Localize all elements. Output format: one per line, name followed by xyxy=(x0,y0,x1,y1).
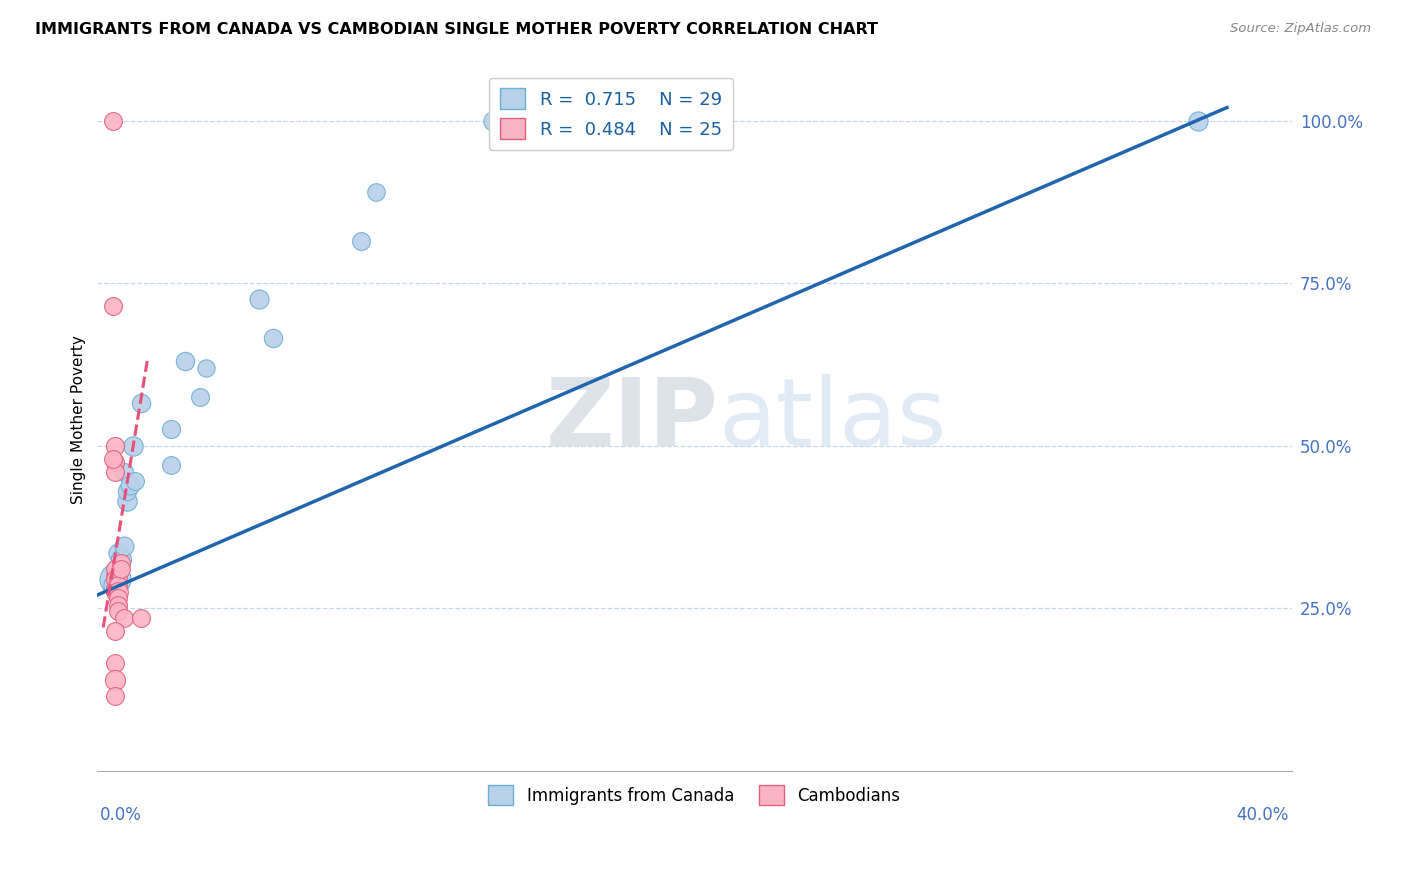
Point xyxy=(107,572,129,586)
Point xyxy=(121,438,143,452)
Point xyxy=(112,539,135,553)
Point xyxy=(104,657,127,671)
Text: Source: ZipAtlas.com: Source: ZipAtlas.com xyxy=(1230,22,1371,36)
Point xyxy=(115,493,138,508)
Point xyxy=(107,562,129,576)
Point xyxy=(115,483,138,498)
Legend: Immigrants from Canada, Cambodians: Immigrants from Canada, Cambodians xyxy=(482,779,907,812)
Point xyxy=(174,354,197,368)
Point xyxy=(104,562,127,576)
Point xyxy=(124,475,146,489)
Point xyxy=(112,465,135,479)
Point xyxy=(104,572,127,586)
Point xyxy=(159,458,181,472)
Point xyxy=(104,438,127,452)
Point xyxy=(350,234,373,248)
Point xyxy=(482,113,505,128)
Point xyxy=(194,360,217,375)
Point xyxy=(104,582,127,596)
Point xyxy=(104,624,127,638)
Point xyxy=(104,582,127,596)
Text: 40.0%: 40.0% xyxy=(1236,806,1289,824)
Point xyxy=(107,604,129,618)
Point xyxy=(103,451,125,466)
Point xyxy=(159,422,181,436)
Point xyxy=(262,331,284,345)
Point xyxy=(104,578,127,592)
Point xyxy=(104,465,127,479)
Point xyxy=(107,591,129,606)
Point xyxy=(103,113,125,128)
Point xyxy=(110,562,132,576)
Point xyxy=(104,584,127,599)
Point xyxy=(107,578,129,592)
Point xyxy=(131,396,153,410)
Point xyxy=(512,113,534,128)
Point xyxy=(104,455,127,469)
Point xyxy=(673,113,696,128)
Text: IMMIGRANTS FROM CANADA VS CAMBODIAN SINGLE MOTHER POVERTY CORRELATION CHART: IMMIGRANTS FROM CANADA VS CAMBODIAN SING… xyxy=(35,22,879,37)
Point xyxy=(104,673,127,687)
Point xyxy=(118,477,141,491)
Point xyxy=(103,299,125,313)
Point xyxy=(496,113,519,128)
Point xyxy=(107,584,129,599)
Point xyxy=(104,689,127,703)
Point xyxy=(104,572,127,586)
Point xyxy=(112,611,135,625)
Text: 0.0%: 0.0% xyxy=(100,806,142,824)
Text: ZIP: ZIP xyxy=(546,374,718,466)
Point xyxy=(658,113,681,128)
Point xyxy=(131,611,153,625)
Point xyxy=(188,390,211,404)
Point xyxy=(1187,113,1209,128)
Point xyxy=(364,185,387,199)
Point xyxy=(104,568,127,582)
Text: atlas: atlas xyxy=(718,374,946,466)
Point xyxy=(107,546,129,560)
Point xyxy=(247,292,270,306)
Point xyxy=(110,556,132,570)
Point xyxy=(110,552,132,566)
Y-axis label: Single Mother Poverty: Single Mother Poverty xyxy=(72,335,86,504)
Point xyxy=(107,598,129,612)
